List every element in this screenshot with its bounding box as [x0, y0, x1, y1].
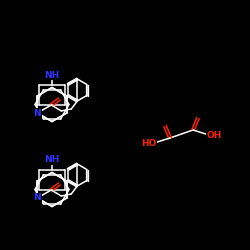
- Text: OH: OH: [206, 130, 222, 140]
- Text: N: N: [34, 108, 41, 118]
- Text: N: N: [34, 194, 41, 202]
- Text: NH: NH: [44, 156, 60, 164]
- Text: NH: NH: [44, 70, 60, 80]
- Text: HO: HO: [141, 138, 157, 147]
